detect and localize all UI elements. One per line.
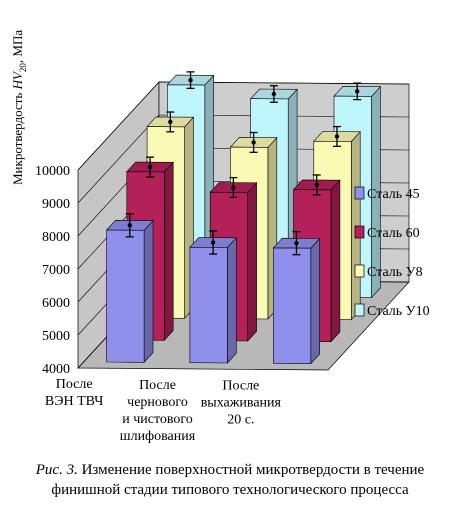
bar-front [272, 247, 312, 365]
x-category-label: После чернового и чистового шлифования [120, 378, 196, 444]
y-tick-label: 9000 [42, 197, 70, 212]
x-category-label: После ВЭН ТВЧ [45, 377, 103, 409]
caption-line-2: финишной стадии типового технологическог… [51, 482, 409, 498]
legend-swatch [354, 225, 365, 239]
y-tick-label: 10000 [35, 164, 70, 179]
value-marker [147, 164, 153, 170]
x-category-line: 20 с. [227, 413, 254, 428]
bar [189, 230, 237, 364]
legend-swatch [354, 186, 365, 200]
y-axis: 4000 5000 6000 7000 8000 9000 10000 [35, 164, 70, 377]
figure-caption: Рис. 3. Изменение поверхностной микротве… [0, 460, 460, 500]
y-axis-label-pre: Микротвердость [10, 89, 25, 185]
y-axis-label-post: , МПа [10, 30, 25, 63]
chart-bars [105, 71, 382, 365]
x-category-line: После [139, 378, 176, 393]
gridline [77, 81, 410, 171]
y-tick-label: 7000 [42, 263, 70, 278]
x-category-line: шлифования [120, 429, 196, 444]
bar-side [227, 237, 237, 364]
value-marker [210, 240, 216, 245]
value-marker [188, 77, 193, 83]
x-axis: После ВЭН ТВЧ После чернового и чистового шли… [45, 377, 282, 444]
legend-swatch [354, 264, 365, 278]
legend-label: Сталь У10 [367, 304, 430, 319]
value-marker [168, 119, 173, 125]
legend-swatch [354, 303, 365, 317]
x-category-line: чернового [127, 395, 188, 410]
x-category-label: После выхаживания 20 с. [201, 379, 282, 428]
bar-side [310, 237, 321, 365]
legend: Сталь 45 Сталь 60 Сталь У8 Сталь У10 [354, 186, 430, 319]
value-marker [294, 240, 299, 246]
bar-side [330, 179, 341, 343]
value-marker [271, 91, 277, 97]
value-marker [314, 182, 319, 188]
x-category-line: После [56, 377, 93, 392]
value-marker [231, 185, 236, 190]
bar-front [189, 246, 228, 364]
value-marker [355, 89, 360, 94]
x-category-line: выхаживания [201, 396, 282, 411]
bar-side [143, 219, 154, 364]
value-marker [127, 223, 132, 228]
bar-side [247, 182, 257, 342]
x-category-line: После [222, 379, 259, 394]
y-tick-label: 6000 [42, 296, 70, 311]
bar [105, 213, 154, 364]
bar-side [164, 161, 174, 342]
value-marker [334, 134, 340, 139]
legend-label: Сталь У8 [367, 265, 423, 280]
figure-label: Рис. 3. [35, 462, 78, 478]
bar [272, 230, 321, 365]
legend-label: Сталь 60 [367, 226, 420, 241]
value-marker [251, 140, 256, 145]
y-tick-label: 4000 [42, 362, 70, 377]
y-tick-label: 8000 [42, 230, 70, 245]
y-axis-label-sub: 20 [18, 63, 28, 73]
caption-line-1: Изменение поверхностной микротвердости в… [77, 462, 425, 478]
gridline [77, 114, 410, 204]
y-axis-label: Микротвердость HV20, МПа [10, 30, 28, 185]
x-category-line: ВЭН ТВЧ [45, 394, 103, 409]
legend-label: Сталь 45 [367, 187, 420, 202]
y-axis-label-var: HV [10, 70, 25, 90]
y-tick-label: 5000 [42, 329, 70, 344]
bar-front [106, 229, 145, 363]
x-category-line: и чистового [122, 412, 193, 427]
